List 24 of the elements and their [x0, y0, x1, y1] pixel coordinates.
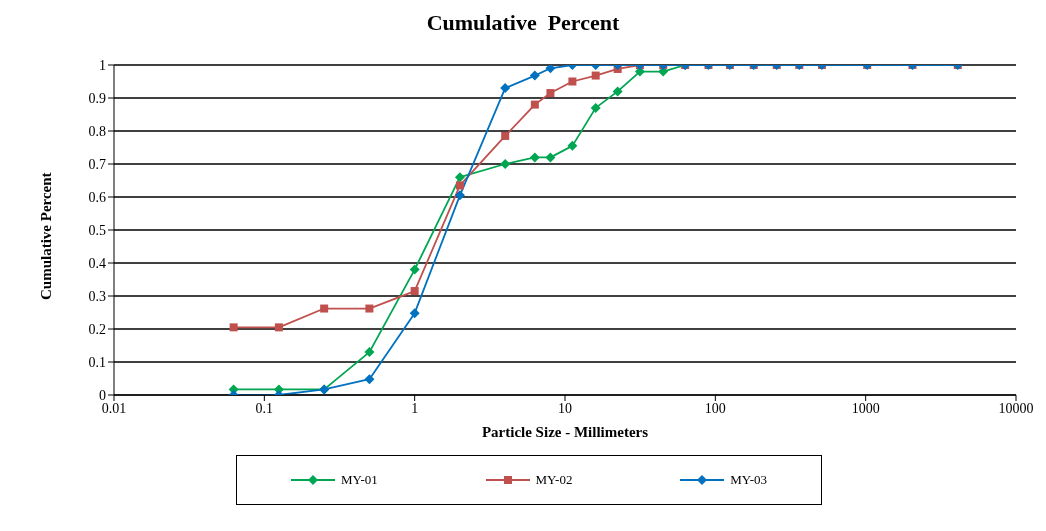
- x-tick-label: 0.1: [255, 400, 274, 416]
- y-tick-label: 0.7: [88, 156, 106, 172]
- y-tick-label: 0.5: [88, 222, 106, 238]
- y-tick-label: 0: [99, 387, 106, 403]
- y-tick-label: 0.4: [88, 255, 106, 271]
- x-tick-label: 100: [704, 400, 726, 416]
- y-tick-label: 0.3: [88, 288, 106, 304]
- x-tick-label: 1: [411, 400, 419, 416]
- y-tick-label: 0.8: [88, 123, 106, 139]
- y-axis-title: Cumulative Percent: [38, 172, 55, 300]
- x-tick-label: 0.01: [101, 400, 127, 416]
- y-tick-label: 1: [99, 57, 106, 73]
- legend-label: MY-01: [340, 472, 378, 488]
- x-tick-label: 10: [558, 400, 572, 416]
- x-tick-label: 10000: [998, 400, 1034, 416]
- legend-label: MY-03: [730, 472, 768, 488]
- chart-title: Cumulative Percent: [425, 10, 621, 36]
- y-tick-label: 0.1: [88, 354, 106, 370]
- x-tick-label: 1000: [851, 400, 880, 416]
- y-tick-label: 0.2: [88, 321, 106, 337]
- y-tick-label: 0.6: [88, 189, 106, 205]
- x-axis-title: Particle Size - Millimeters: [481, 424, 649, 440]
- y-tick-label: 0.9: [88, 90, 106, 106]
- legend-label: MY-02: [535, 472, 573, 488]
